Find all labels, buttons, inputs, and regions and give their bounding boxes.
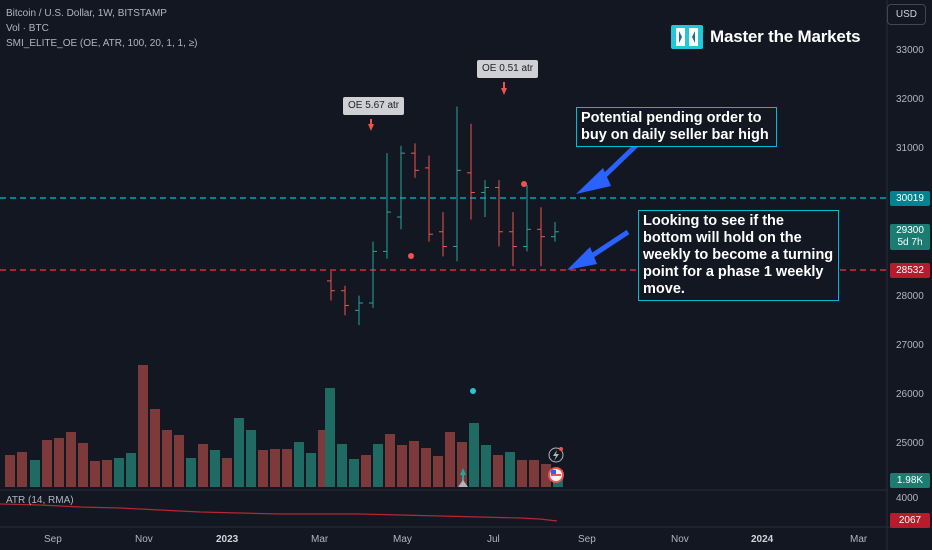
time-tick: Mar [850,534,868,545]
indicator-legend[interactable]: SMI_ELITE_OE (OE, ATR, 100, 20, 1, 1, ≥) [6,38,198,49]
volume-bar [469,423,479,487]
sell-dot-marker [521,181,527,187]
time-tick: Mar [311,534,329,545]
volume-bar [246,430,256,487]
symbol-legend[interactable]: Bitcoin / U.S. Dollar, 1W, BITSTAMP [6,8,167,19]
arrow-down-icon [501,88,507,95]
time-tick: 2024 [751,534,774,545]
volume-bar [325,388,335,487]
volume-bar [102,460,112,487]
volume-bar [481,445,491,487]
level-high-tag: 30019 [890,191,930,206]
volume-bar [505,452,515,487]
volume-bar [517,460,527,487]
annotation-arrow-bottom [567,229,630,270]
master-the-markets-logo: Master the Markets [670,23,861,51]
time-tick: Sep [578,534,596,545]
volume-bar [349,459,359,487]
callout-top: Potential pending order to buy on daily … [576,107,777,147]
event-dot [559,447,563,451]
volume-bar [126,453,136,487]
time-tick: Sep [44,534,62,545]
oe-label: OE 5.67 atr [343,97,405,115]
volume-bar [445,432,455,487]
volume-bar [162,430,172,487]
bar-countdown: 5d 7h [897,237,923,248]
sell-dot-marker [408,253,414,259]
price-tick: 25000 [896,438,924,449]
volume-bar [5,455,15,487]
volume-bar [306,453,316,487]
volume-bar [361,455,371,487]
buy-dot-marker [470,388,476,394]
volume-bar [114,458,124,487]
volume-bar [493,455,503,487]
time-tick: 2023 [216,534,239,545]
volume-bar [294,442,304,487]
time-tick: Jul [487,534,500,545]
volume-bar [234,418,244,487]
volume-bar [282,449,292,487]
atr-tick: 4000 [896,493,919,504]
current-price-tag: 29300 5d 7h [890,224,930,250]
price-tick: 33000 [896,45,924,56]
volume-bar [258,450,268,487]
volume-bar [433,456,443,487]
volume-bar [421,448,431,487]
arrow-up-icon [460,468,466,475]
atr-legend[interactable]: ATR (14, RMA) [6,495,74,506]
volume-bar [337,444,347,487]
callout-bottom: Looking to see if the bottom will hold o… [638,210,839,301]
candles [327,106,559,326]
atr-line [0,503,558,522]
volume-bar [174,435,184,487]
price-tick: 31000 [896,143,924,154]
price-tick: 32000 [896,94,924,105]
volume-legend[interactable]: Vol · BTC [6,23,49,34]
price-tick: 28000 [896,291,924,302]
volume-bar [541,464,551,487]
volume-bar [42,440,52,487]
arrow-down-icon [368,124,374,131]
volume-bar [138,365,148,487]
volume-bar [150,409,160,487]
volume-bar [54,438,64,487]
triangle-icon [458,480,468,487]
volume-bar [66,432,76,487]
time-tick: May [393,534,412,545]
volume-bar [186,458,196,487]
oe-label: OE 0.51 atr [477,60,539,78]
volume-tag: 1.98K [890,473,930,488]
atr-value-tag: 2067 [890,513,930,528]
volume-bar [385,434,395,487]
volume-bar [270,449,280,487]
us-flag-canton [551,470,556,474]
us-flag-stripe [551,474,561,476]
volume-bar [222,458,232,487]
time-tick: Nov [671,534,689,545]
price-tick: 26000 [896,389,924,400]
volume-bars [5,365,563,487]
volume-bar [198,444,208,487]
volume-bar [30,460,40,487]
volume-bar [90,461,100,487]
currency-button[interactable]: USD [886,4,926,25]
current-price: 29300 [896,225,924,236]
level-low-tag: 28532 [890,263,930,278]
book-logo-icon [671,25,703,49]
volume-bar [373,444,383,487]
logo-text: Master the Markets [710,27,861,46]
volume-bar [457,442,467,487]
volume-bar [318,430,328,487]
volume-bar [409,441,419,487]
lightning-event-icon-glyph [553,450,559,461]
volume-bar [17,452,27,487]
volume-bar [397,445,407,487]
volume-bar [529,460,539,487]
time-tick: Nov [135,534,153,545]
price-tick: 27000 [896,340,924,351]
volume-bar [78,443,88,487]
volume-bar [210,450,220,487]
